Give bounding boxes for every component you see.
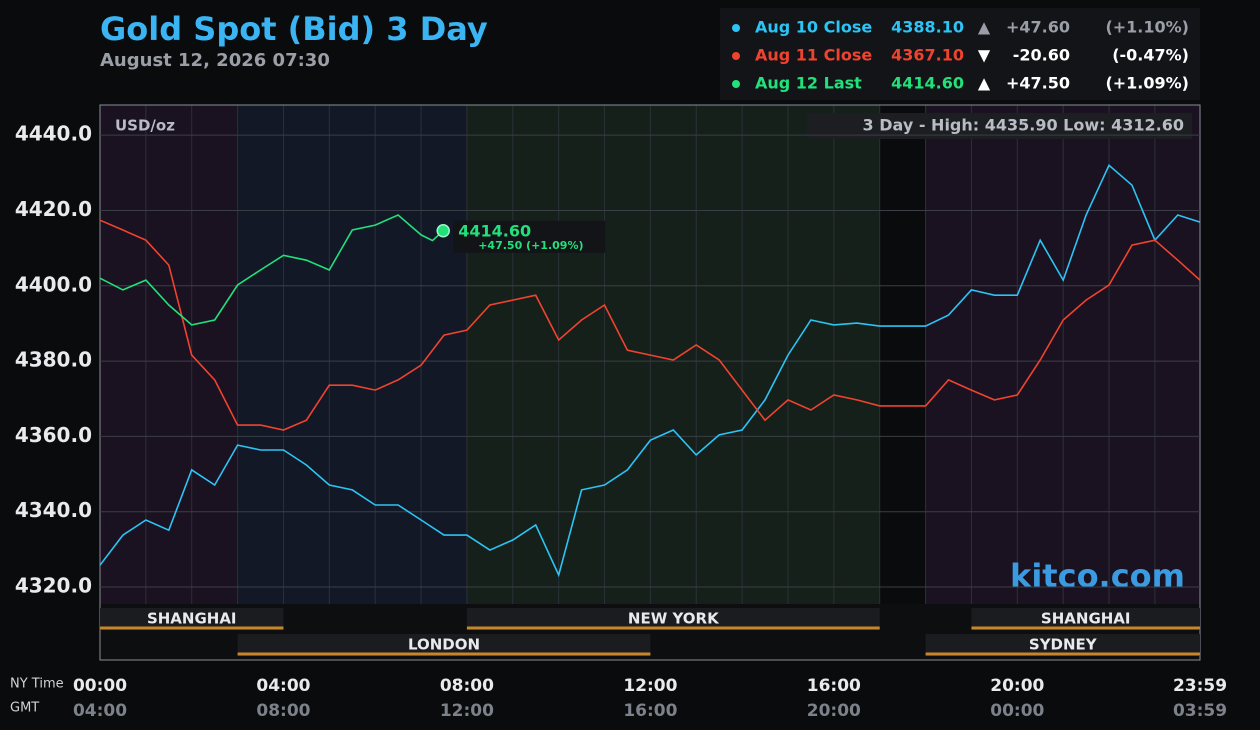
series-line xyxy=(99,214,444,326)
x2-tick-label: 04:00 xyxy=(73,701,127,721)
session-label: SYDNEY xyxy=(1029,636,1098,654)
y-tick-label: 4360.0 xyxy=(15,423,92,447)
session-label: NEW YORK xyxy=(628,610,720,628)
session-zone xyxy=(879,105,926,604)
legend-pct: (+1.09%) xyxy=(1105,74,1189,93)
legend-change: -20.60 xyxy=(1013,46,1070,65)
chart-subtitle: August 12, 2026 07:30 xyxy=(100,50,330,71)
range-label: 3 Day - High: 4435.90 Low: 4312.60 xyxy=(863,116,1184,135)
x-axis-label: NY Time xyxy=(10,677,64,692)
session-bar xyxy=(237,634,651,656)
x-tick-label: 20:00 xyxy=(990,676,1044,696)
y-tick-label: 4380.0 xyxy=(15,348,92,372)
x2-tick-label: 16:00 xyxy=(623,701,677,721)
session-label: SHANGHAI xyxy=(1041,610,1131,628)
last-label-box xyxy=(453,220,606,253)
x-tick-label: 04:00 xyxy=(256,676,310,696)
session-bar xyxy=(971,608,1200,630)
legend-value: 4367.10 xyxy=(891,46,964,65)
legend-value: 4388.10 xyxy=(891,18,964,37)
x2-axis-label: GMT xyxy=(10,701,39,716)
session-bar xyxy=(925,634,1200,656)
session-zone xyxy=(466,105,880,604)
legend-arrow: ▲ xyxy=(978,18,991,37)
x-tick-label: 23:59 xyxy=(1173,676,1227,696)
legend-change: +47.60 xyxy=(1006,18,1070,37)
x-tick-label: 00:00 xyxy=(73,676,127,696)
x-tick-label: 16:00 xyxy=(807,676,861,696)
y-tick-label: 4440.0 xyxy=(15,122,92,146)
legend-marker xyxy=(732,52,740,60)
legend-change: +47.50 xyxy=(1006,74,1070,93)
y-tick-label: 4400.0 xyxy=(15,272,92,296)
legend-pct: (+1.10%) xyxy=(1105,18,1189,37)
legend-label: Aug 12 Last xyxy=(755,74,862,93)
x2-tick-label: 00:00 xyxy=(990,701,1044,721)
x-tick-label: 08:00 xyxy=(440,676,494,696)
y-tick-label: 4320.0 xyxy=(15,574,92,598)
session-zone xyxy=(100,105,238,604)
last-value-label: 4414.60 xyxy=(458,221,531,240)
legend-arrow: ▲ xyxy=(978,74,991,93)
x-tick-label: 12:00 xyxy=(623,676,677,696)
series-line xyxy=(99,163,1201,578)
session-bar xyxy=(100,608,284,630)
legend-label: Aug 11 Close xyxy=(755,46,872,65)
session-bar xyxy=(466,608,880,630)
legend-marker xyxy=(732,24,740,32)
legend-value: 4414.60 xyxy=(891,74,964,93)
y-tick-label: 4340.0 xyxy=(15,498,92,522)
last-change-label: +47.50 (+1.09%) xyxy=(478,239,583,252)
x2-tick-label: 03:59 xyxy=(1173,701,1227,721)
series-line xyxy=(99,219,1201,431)
plot-frame xyxy=(99,104,1201,661)
watermark: kitco.com xyxy=(1010,557,1185,595)
legend-pct: (-0.47%) xyxy=(1112,46,1189,65)
session-label: LONDON xyxy=(408,636,480,654)
legend-marker xyxy=(732,80,740,88)
chart-title: Gold Spot (Bid) 3 Day xyxy=(100,10,488,48)
x2-tick-label: 08:00 xyxy=(256,701,310,721)
last-point xyxy=(436,224,450,238)
legend-label: Aug 10 Close xyxy=(755,18,872,37)
legend-arrow: ▼ xyxy=(978,46,991,65)
session-label: SHANGHAI xyxy=(147,610,237,628)
legend-box xyxy=(720,8,1200,100)
x2-tick-label: 12:00 xyxy=(440,701,494,721)
session-zone xyxy=(237,105,467,604)
unit-label: USD/oz xyxy=(115,117,175,135)
y-tick-label: 4420.0 xyxy=(15,197,92,221)
x2-tick-label: 20:00 xyxy=(807,701,861,721)
